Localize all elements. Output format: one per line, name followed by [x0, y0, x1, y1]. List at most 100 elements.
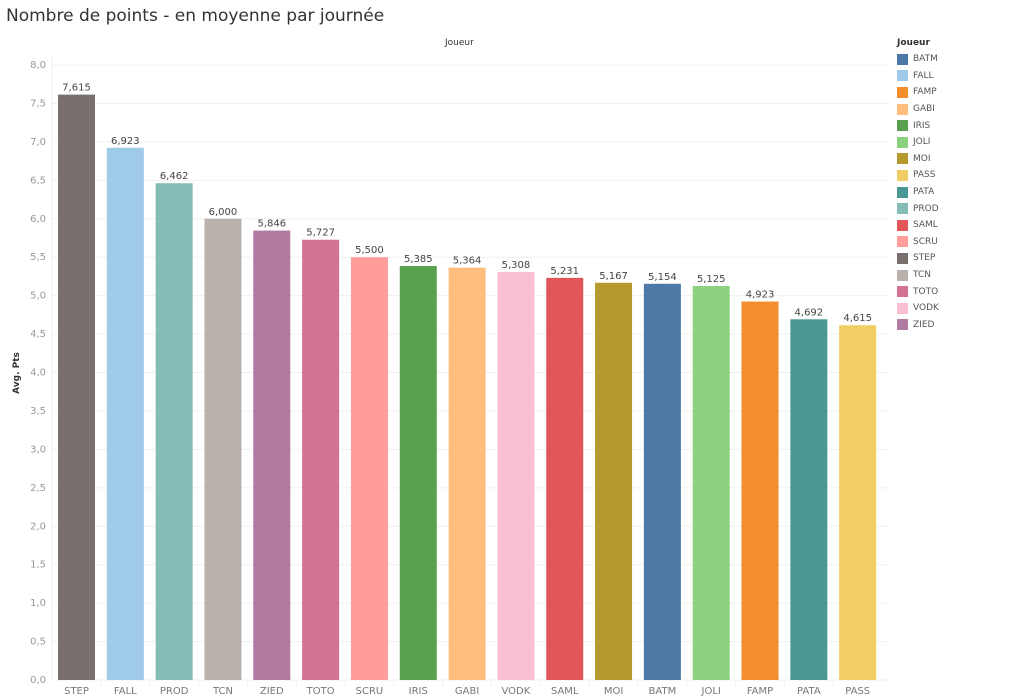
bar — [302, 239, 340, 680]
legend-item[interactable]: BATM — [897, 51, 939, 68]
bar — [692, 286, 730, 680]
y-tick-label: 6,5 — [30, 175, 46, 186]
legend-swatch — [897, 286, 908, 298]
y-tick-label: 8,0 — [30, 60, 46, 71]
bar — [204, 218, 242, 680]
legend-swatch — [897, 236, 908, 248]
legend-label: SCRU — [913, 236, 938, 247]
y-tick-label: 7,0 — [30, 137, 46, 148]
bar — [839, 325, 877, 680]
legend-item[interactable]: PASS — [897, 167, 939, 184]
data-label: 5,364 — [453, 256, 482, 267]
data-label: 7,615 — [62, 83, 91, 94]
legend-label: PASS — [913, 170, 936, 181]
legend-label: TOTO — [913, 286, 939, 297]
legend-label: GABI — [913, 104, 935, 115]
legend-label: STEP — [913, 253, 936, 264]
legend-item[interactable]: SCRU — [897, 234, 939, 251]
y-tick-label: 6,0 — [30, 214, 46, 225]
legend-item[interactable]: TCN — [897, 267, 939, 284]
legend-swatch — [897, 120, 908, 132]
y-tick-label: 3,5 — [30, 406, 46, 417]
x-tick-label: GABI — [455, 686, 479, 697]
x-tick-label: SAML — [551, 686, 579, 697]
bar — [448, 267, 486, 680]
legend: Joueur BATM FALL FAMP GABI IRIS JOLI MOI PASS PA… — [897, 38, 939, 333]
legend-label: PROD — [913, 203, 939, 214]
data-label: 5,154 — [648, 272, 677, 283]
legend-item[interactable]: VODK — [897, 300, 939, 317]
y-tick-label: 2,5 — [30, 483, 46, 494]
data-label: 5,500 — [355, 245, 384, 256]
legend-item[interactable]: STEP — [897, 250, 939, 267]
x-tick-label: STEP — [64, 686, 89, 697]
legend-label: SAML — [913, 220, 938, 231]
x-tick-label: FAMP — [747, 686, 773, 697]
x-tick-label: VODK — [502, 686, 531, 697]
legend-swatch — [897, 103, 908, 115]
legend-label: BATM — [913, 54, 938, 65]
legend-swatch — [897, 319, 908, 331]
legend-item[interactable]: SAML — [897, 217, 939, 234]
x-tick-label: MOI — [604, 686, 623, 697]
legend-item[interactable]: MOI — [897, 151, 939, 168]
bar — [399, 266, 437, 680]
legend-item[interactable]: ZIED — [897, 317, 939, 334]
column-header: Joueur — [445, 38, 474, 48]
y-tick-label: 1,0 — [30, 598, 46, 609]
data-label: 5,231 — [550, 266, 579, 277]
bar — [497, 271, 535, 680]
bar — [58, 94, 95, 681]
y-tick-label: 4,5 — [30, 329, 46, 340]
data-label: 6,462 — [160, 171, 189, 182]
data-label: 6,923 — [111, 136, 140, 147]
x-tick-label: SCRU — [356, 686, 384, 697]
legend-item[interactable]: TOTO — [897, 283, 939, 300]
bar — [595, 282, 633, 680]
legend-label: VODK — [913, 303, 939, 314]
y-tick-label: 5,0 — [30, 291, 46, 302]
legend-label: PATA — [913, 187, 935, 198]
legend-item[interactable]: FAMP — [897, 84, 939, 101]
legend-swatch — [897, 302, 908, 314]
y-tick-label: 2,0 — [30, 521, 46, 532]
x-tick-label: IRIS — [409, 686, 428, 697]
legend-item[interactable]: PATA — [897, 184, 939, 201]
legend-item[interactable]: GABI — [897, 101, 939, 118]
data-label: 6,000 — [209, 207, 238, 218]
x-tick-label: TOTO — [306, 686, 335, 697]
legend-swatch — [897, 70, 908, 82]
y-tick-label: 0,0 — [30, 675, 46, 686]
bar — [106, 147, 144, 680]
legend-swatch — [897, 186, 908, 198]
legend-item[interactable]: IRIS — [897, 117, 939, 134]
bar — [741, 301, 779, 680]
y-tick-label: 5,5 — [30, 252, 46, 263]
legend-swatch — [897, 53, 908, 65]
y-tick-label: 0,5 — [30, 637, 46, 648]
x-tick-label: PROD — [160, 686, 189, 697]
data-label: 4,923 — [746, 290, 775, 301]
legend-item[interactable]: PROD — [897, 200, 939, 217]
data-label: 5,125 — [697, 274, 726, 285]
x-tick-label: BATM — [649, 686, 677, 697]
data-label: 5,167 — [599, 271, 628, 282]
legend-label: TCN — [913, 270, 931, 281]
data-label: 5,727 — [306, 228, 335, 239]
legend-label: FAMP — [913, 87, 937, 98]
legend-swatch — [897, 269, 908, 281]
x-tick-label: ZIED — [260, 686, 284, 697]
data-label: 4,692 — [795, 307, 824, 318]
data-label: 5,385 — [404, 254, 433, 265]
bar — [350, 257, 388, 680]
data-label: 5,308 — [502, 260, 531, 271]
x-tick-label: PATA — [797, 686, 821, 697]
legend-item[interactable]: FALL — [897, 68, 939, 85]
bar-chart: 0,0 0,5 1,0 1,5 2,0 2,5 3,0 3,5 4,0 4,5 5,0 5,5 6,0 6… — [30, 55, 890, 697]
legend-label: ZIED — [913, 319, 935, 330]
x-tick-label: TCN — [212, 686, 233, 697]
x-tick-label: PASS — [845, 686, 870, 697]
bar — [546, 277, 584, 680]
y-tick-label: 4,0 — [30, 368, 46, 379]
legend-item[interactable]: JOLI — [897, 134, 939, 151]
